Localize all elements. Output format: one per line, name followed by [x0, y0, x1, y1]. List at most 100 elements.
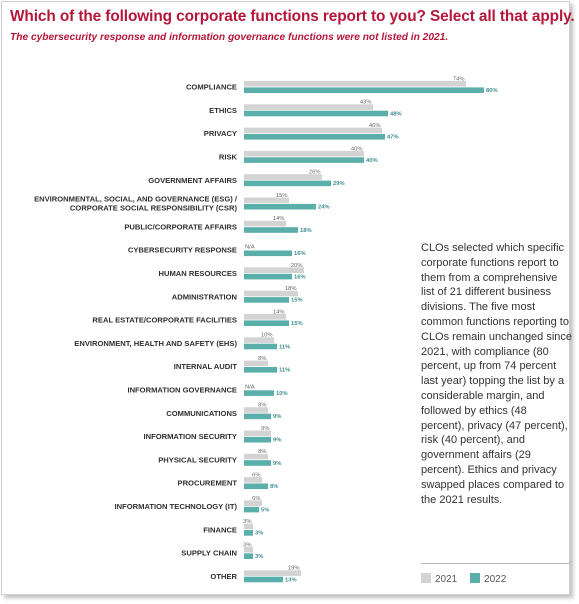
- value-label-2021-ethics: 43%: [360, 100, 372, 106]
- value-label-2022-environmental-social-and-governance-esg-corporate-social-responsibility-csr: 24%: [318, 205, 330, 211]
- bar-2021-finance: [244, 523, 253, 530]
- legend-label-2022: 2022: [484, 574, 507, 585]
- category-label-information-technology-it: INFORMATION TECHNOLOGY (IT): [115, 502, 238, 511]
- bar-2022-real-estate-corporate-facilities: [244, 320, 289, 326]
- category-label-finance: FINANCE: [203, 525, 237, 534]
- value-label-2021-environment-health-and-safety-ehs: 10%: [261, 333, 273, 339]
- value-label-2022-other: 13%: [285, 577, 297, 583]
- category-label-ethics: ETHICS: [209, 106, 237, 115]
- legend: 2021 2022: [421, 573, 516, 585]
- bar-2022-information-security: [244, 436, 271, 443]
- value-label-2021-compliance: 74%: [453, 76, 465, 82]
- bar-2021-administration: [244, 290, 298, 297]
- value-label-2022-physical-security: 9%: [273, 461, 281, 467]
- legend-label-2021: 2021: [435, 574, 458, 585]
- value-label-2021-supply-chain: 3%: [243, 542, 251, 548]
- bar-2021-privacy: [244, 127, 382, 134]
- value-label-2021-internal-audit: 8%: [258, 356, 266, 362]
- bar-2022-internal-audit: [244, 367, 277, 373]
- value-label-2021-information-technology-it: 6%: [252, 496, 260, 502]
- bar-2022-public-corporate-affairs: [244, 227, 298, 233]
- bar-2022-cybersecurity-response: [244, 250, 292, 257]
- category-label-real-estate-corporate-facilities: REAL ESTATE/CORPORATE FACILITIES: [92, 316, 237, 325]
- legend-divider: [421, 563, 571, 564]
- value-label-2021-information-security: 9%: [261, 426, 269, 432]
- value-label-2021-real-estate-corporate-facilities: 14%: [273, 309, 285, 315]
- category-label-cybersecurity-response: CYBERSECURITY RESPONSE: [128, 246, 237, 255]
- value-label-2021-environmental-social-and-governance-esg-corporate-social-responsibility-csr: 15%: [276, 193, 288, 199]
- category-label-privacy: PRIVACY: [204, 129, 237, 138]
- value-label-2022-government-affairs: 29%: [333, 181, 345, 187]
- value-label-2021-finance: 3%: [243, 519, 251, 525]
- value-label-2022-human-resources: 16%: [294, 274, 306, 280]
- value-label-2021-other: 19%: [288, 566, 300, 572]
- bar-2021-government-affairs: [244, 174, 322, 180]
- legend-item-2022: 2022: [470, 573, 506, 585]
- bar-2022-compliance: [244, 87, 484, 93]
- value-label-2021-communications: 8%: [258, 403, 266, 409]
- bar-2021-physical-security: [244, 453, 268, 460]
- category-label-environmental-social-and-governance-esg-corporate-social-responsibility-csr-line2: CORPORATE SOCIAL RESPONSIBILITY (CSR): [70, 204, 238, 213]
- value-label-2022-administration: 15%: [291, 298, 303, 304]
- bar-2022-environment-health-and-safety-ehs: [244, 343, 277, 350]
- bar-2021-compliance: [244, 81, 466, 87]
- bar-2021-internal-audit: [244, 360, 268, 367]
- value-label-2021-administration: 18%: [285, 286, 297, 292]
- value-label-2021-information-governance: N/A: [245, 385, 255, 391]
- bar-2022-government-affairs: [244, 180, 331, 187]
- value-label-2021-privacy: 46%: [369, 123, 381, 129]
- bar-2022-privacy: [244, 134, 385, 140]
- value-label-2022-public-corporate-affairs: 18%: [300, 228, 312, 234]
- bar-2022-supply-chain: [244, 553, 253, 559]
- bar-2022-ethics: [244, 110, 388, 117]
- bar-2021-public-corporate-affairs: [244, 220, 286, 227]
- category-label-information-security: INFORMATION SECURITY: [143, 432, 237, 441]
- value-label-2021-cybersecurity-response: N/A: [245, 245, 255, 251]
- bar-2021-real-estate-corporate-facilities: [244, 314, 286, 320]
- bar-2021-supply-chain: [244, 547, 253, 553]
- value-label-2022-environment-health-and-safety-ehs: 11%: [279, 344, 290, 350]
- category-label-supply-chain: SUPPLY CHAIN: [181, 549, 237, 558]
- bar-2022-administration: [244, 297, 289, 303]
- bar-2022-information-technology-it: [244, 506, 259, 513]
- bar-2021-communications: [244, 407, 268, 413]
- bar-2021-information-security: [244, 430, 271, 437]
- bar-2021-ethics: [244, 104, 373, 110]
- bar-2022-procurement: [244, 483, 268, 490]
- chart-subtitle: The cybersecurity response and informati…: [10, 32, 449, 43]
- value-label-2021-public-corporate-affairs: 14%: [273, 216, 285, 222]
- value-label-2022-compliance: 80%: [486, 88, 498, 94]
- value-label-2021-procurement: 6%: [252, 473, 260, 479]
- value-label-2021-government-affairs: 26%: [309, 170, 321, 176]
- bar-2021-human-resources: [244, 267, 304, 273]
- bar-2022-other: [244, 576, 283, 583]
- category-label-risk: RISK: [219, 153, 238, 162]
- category-label-physical-security: PHYSICAL SECURITY: [158, 455, 237, 464]
- bar-2021-environmental-social-and-governance-esg-corporate-social-responsibility-csr: [244, 197, 289, 204]
- value-label-2021-human-resources: 20%: [291, 263, 303, 269]
- value-label-2021-risk: 40%: [351, 146, 363, 152]
- value-label-2022-information-technology-it: 5%: [261, 507, 269, 513]
- value-label-2022-information-governance: 10%: [276, 391, 288, 397]
- legend-swatch-2022: [470, 573, 481, 583]
- category-label-internal-audit: INTERNAL AUDIT: [174, 362, 238, 371]
- category-label-environmental-social-and-governance-esg-corporate-social-responsibility-csr-line1: ENVIRONMENTAL, SOCIAL, AND GOVERNANCE (E…: [34, 195, 238, 204]
- legend-swatch-2021: [421, 573, 431, 583]
- category-label-public-corporate-affairs: PUBLIC/CORPORATE AFFAIRS: [124, 222, 237, 231]
- category-label-compliance: COMPLIANCE: [186, 83, 237, 92]
- value-label-2022-cybersecurity-response: 16%: [294, 251, 306, 257]
- category-label-human-resources: HUMAN RESOURCES: [159, 269, 237, 278]
- category-label-environment-health-and-safety-ehs: ENVIRONMENT, HEALTH AND SAFETY (EHS): [74, 339, 237, 348]
- value-label-2022-ethics: 48%: [390, 111, 402, 117]
- bar-2021-procurement: [244, 477, 262, 483]
- value-label-2022-communications: 9%: [273, 414, 281, 420]
- bar-2022-environmental-social-and-governance-esg-corporate-social-responsibility-csr: [244, 203, 316, 210]
- category-label-other: OTHER: [210, 572, 237, 581]
- category-label-information-governance: INFORMATION GOVERNANCE: [127, 386, 237, 395]
- value-label-2022-finance: 3%: [255, 531, 263, 537]
- value-label-2022-privacy: 47%: [387, 135, 399, 141]
- bar-2022-communications: [244, 413, 271, 420]
- value-label-2022-procurement: 8%: [270, 484, 278, 490]
- category-label-administration: ADMINISTRATION: [172, 292, 237, 301]
